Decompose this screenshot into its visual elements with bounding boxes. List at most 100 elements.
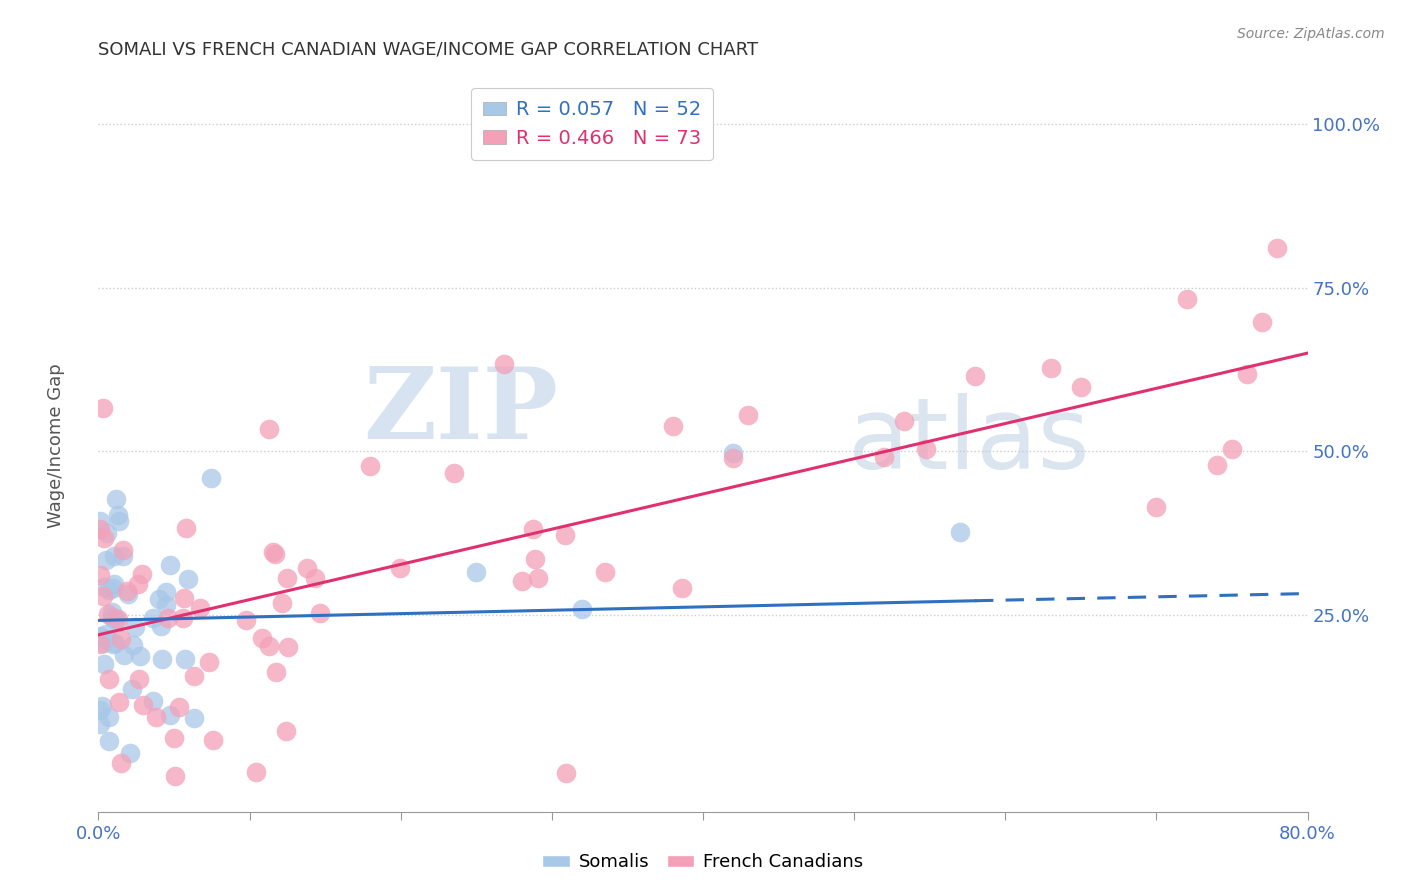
- Point: [174, 521, 197, 535]
- Point: [257, 422, 280, 436]
- Point: [1220, 442, 1243, 456]
- Point: [949, 524, 972, 539]
- Point: [522, 522, 544, 536]
- Text: SOMALI VS FRENCH CANADIAN WAGE/INCOME GAP CORRELATION CHART: SOMALI VS FRENCH CANADIAN WAGE/INCOME GA…: [98, 40, 759, 58]
- Point: [915, 442, 938, 457]
- Point: [304, 571, 326, 585]
- Point: [737, 408, 759, 422]
- Point: [131, 698, 153, 713]
- Point: [388, 561, 411, 575]
- Point: [94, 627, 117, 641]
- Point: [276, 571, 298, 585]
- Point: [110, 632, 132, 647]
- Point: [96, 526, 118, 541]
- Point: [263, 545, 285, 559]
- Point: [183, 669, 205, 683]
- Point: [101, 581, 124, 595]
- Point: [250, 631, 273, 645]
- Point: [264, 665, 287, 679]
- Point: [276, 724, 298, 739]
- Point: [264, 547, 287, 561]
- Point: [94, 632, 117, 647]
- Point: [167, 699, 190, 714]
- Point: [595, 566, 617, 580]
- Point: [107, 695, 129, 709]
- Point: [103, 576, 125, 591]
- Point: [174, 652, 197, 666]
- Point: [121, 681, 143, 696]
- Point: [492, 357, 515, 371]
- Point: [89, 514, 111, 528]
- Point: [510, 574, 533, 588]
- Point: [661, 419, 683, 434]
- Point: [112, 648, 135, 662]
- Point: [148, 591, 170, 606]
- Point: [124, 620, 146, 634]
- Point: [159, 707, 181, 722]
- Point: [94, 553, 117, 567]
- Point: [118, 746, 141, 760]
- Point: [93, 657, 115, 671]
- Point: [107, 508, 129, 522]
- Point: [103, 549, 125, 563]
- Point: [89, 568, 111, 582]
- Point: [295, 560, 318, 574]
- Point: [93, 590, 115, 604]
- Text: Source: ZipAtlas.com: Source: ZipAtlas.com: [1237, 27, 1385, 41]
- Point: [1236, 368, 1258, 382]
- Point: [155, 599, 177, 613]
- Text: atlas: atlas: [848, 393, 1090, 490]
- Point: [198, 655, 221, 669]
- Point: [1144, 500, 1167, 515]
- Point: [188, 601, 211, 615]
- Point: [443, 466, 465, 480]
- Point: [172, 611, 194, 625]
- Point: [965, 369, 987, 384]
- Text: ZIP: ZIP: [363, 363, 558, 460]
- Point: [117, 587, 139, 601]
- Point: [359, 459, 381, 474]
- Point: [111, 542, 134, 557]
- Point: [235, 613, 257, 627]
- Point: [1267, 241, 1289, 255]
- Point: [1206, 458, 1229, 472]
- Point: [177, 572, 200, 586]
- Point: [723, 445, 745, 459]
- Point: [527, 571, 550, 585]
- Point: [277, 640, 299, 654]
- Point: [98, 582, 121, 597]
- Point: [115, 584, 138, 599]
- Point: [112, 549, 135, 564]
- Point: [97, 607, 120, 621]
- Point: [1070, 380, 1092, 394]
- Point: [90, 698, 112, 713]
- Point: [183, 711, 205, 725]
- Point: [155, 585, 177, 599]
- Point: [142, 694, 165, 708]
- Point: [159, 558, 181, 572]
- Point: [163, 731, 186, 745]
- Point: [1175, 292, 1198, 306]
- Point: [107, 612, 129, 626]
- Point: [101, 637, 124, 651]
- Point: [163, 769, 186, 783]
- Point: [128, 648, 150, 663]
- Point: [89, 522, 111, 536]
- Point: [893, 414, 915, 428]
- Point: [723, 451, 745, 466]
- Point: [128, 672, 150, 686]
- Point: [465, 565, 488, 579]
- Point: [157, 611, 180, 625]
- Point: [97, 734, 120, 748]
- Point: [103, 612, 125, 626]
- Point: [108, 514, 131, 528]
- Point: [93, 580, 115, 594]
- Point: [89, 703, 111, 717]
- Point: [89, 629, 111, 643]
- Point: [1039, 361, 1062, 376]
- Point: [671, 582, 693, 596]
- Point: [245, 765, 267, 780]
- Point: [150, 652, 173, 666]
- Point: [523, 552, 546, 566]
- Point: [173, 591, 195, 605]
